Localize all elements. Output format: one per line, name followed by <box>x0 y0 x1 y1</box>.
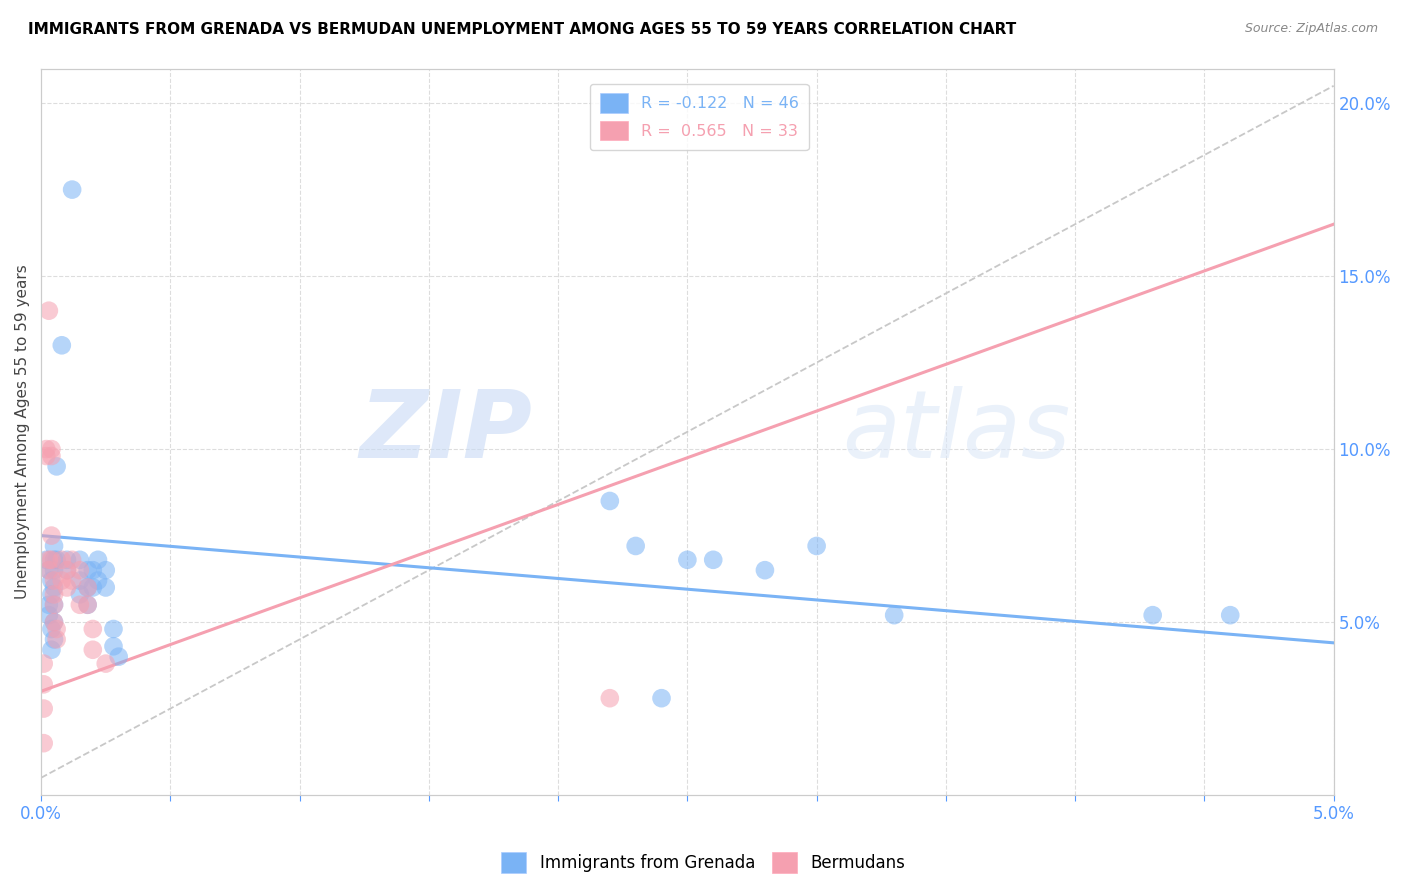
Point <box>35 442 58 456</box>
Point <box>41 587 63 601</box>
Text: ZIP: ZIP <box>360 386 533 478</box>
Point <box>42 539 65 553</box>
Point <box>51 553 73 567</box>
Point <box>38 598 60 612</box>
Point <box>38 608 60 623</box>
Point <box>103 622 125 636</box>
Point <box>60 574 83 588</box>
Point <box>32 677 55 691</box>
Point <box>42 598 65 612</box>
Point <box>32 657 55 671</box>
Text: IMMIGRANTS FROM GRENADA VS BERMUDAN UNEMPLOYMENT AMONG AGES 55 TO 59 YEARS CORRE: IMMIGRANTS FROM GRENADA VS BERMUDAN UNEM… <box>28 22 1017 37</box>
Point <box>41 553 63 567</box>
Point <box>60 553 83 567</box>
Text: atlas: atlas <box>842 386 1071 477</box>
Point <box>69 553 91 567</box>
Legend: Immigrants from Grenada, Bermudans: Immigrants from Grenada, Bermudans <box>495 846 911 880</box>
Legend: R = -0.122   N = 46, R =  0.565   N = 33: R = -0.122 N = 46, R = 0.565 N = 33 <box>591 84 808 150</box>
Point <box>107 649 129 664</box>
Point <box>82 622 104 636</box>
Point <box>42 581 65 595</box>
Point <box>87 574 110 588</box>
Point <box>41 642 63 657</box>
Point <box>69 563 91 577</box>
Point <box>69 574 91 588</box>
Point <box>69 598 91 612</box>
Point <box>1142 608 1164 623</box>
Y-axis label: Unemployment Among Ages 55 to 59 years: Unemployment Among Ages 55 to 59 years <box>15 264 30 599</box>
Point <box>42 598 65 612</box>
Point <box>76 598 98 612</box>
Text: Source: ZipAtlas.com: Source: ZipAtlas.com <box>1244 22 1378 36</box>
Point <box>45 632 67 647</box>
Point <box>624 539 647 553</box>
Point <box>42 615 65 629</box>
Point <box>56 581 79 595</box>
Point <box>76 581 98 595</box>
Point <box>1219 608 1241 623</box>
Point <box>51 338 73 352</box>
Point <box>56 563 79 577</box>
Point <box>56 553 79 567</box>
Point <box>41 449 63 463</box>
Point <box>76 581 98 595</box>
Point <box>103 640 125 654</box>
Point <box>76 563 98 577</box>
Point <box>41 442 63 456</box>
Point <box>45 459 67 474</box>
Point <box>676 553 699 567</box>
Point <box>82 581 104 595</box>
Point <box>42 563 65 577</box>
Point <box>806 539 828 553</box>
Point <box>599 494 621 508</box>
Point <box>41 528 63 542</box>
Point <box>94 563 117 577</box>
Point <box>76 598 98 612</box>
Point <box>45 553 67 567</box>
Point <box>45 622 67 636</box>
Point <box>38 563 60 577</box>
Point <box>32 736 55 750</box>
Point <box>42 632 65 647</box>
Point <box>702 553 724 567</box>
Point <box>82 563 104 577</box>
Point <box>599 691 621 706</box>
Point <box>51 574 73 588</box>
Point <box>35 449 58 463</box>
Point <box>38 563 60 577</box>
Point <box>42 553 65 567</box>
Point <box>883 608 905 623</box>
Point <box>41 622 63 636</box>
Point <box>87 553 110 567</box>
Point <box>42 587 65 601</box>
Point <box>32 701 55 715</box>
Point <box>38 553 60 567</box>
Point <box>38 303 60 318</box>
Point <box>82 642 104 657</box>
Point <box>69 587 91 601</box>
Point <box>94 581 117 595</box>
Point <box>35 553 58 567</box>
Point <box>56 563 79 577</box>
Point <box>41 574 63 588</box>
Point <box>754 563 776 577</box>
Point <box>60 183 83 197</box>
Point <box>94 657 117 671</box>
Point <box>42 574 65 588</box>
Point <box>42 615 65 629</box>
Point <box>651 691 673 706</box>
